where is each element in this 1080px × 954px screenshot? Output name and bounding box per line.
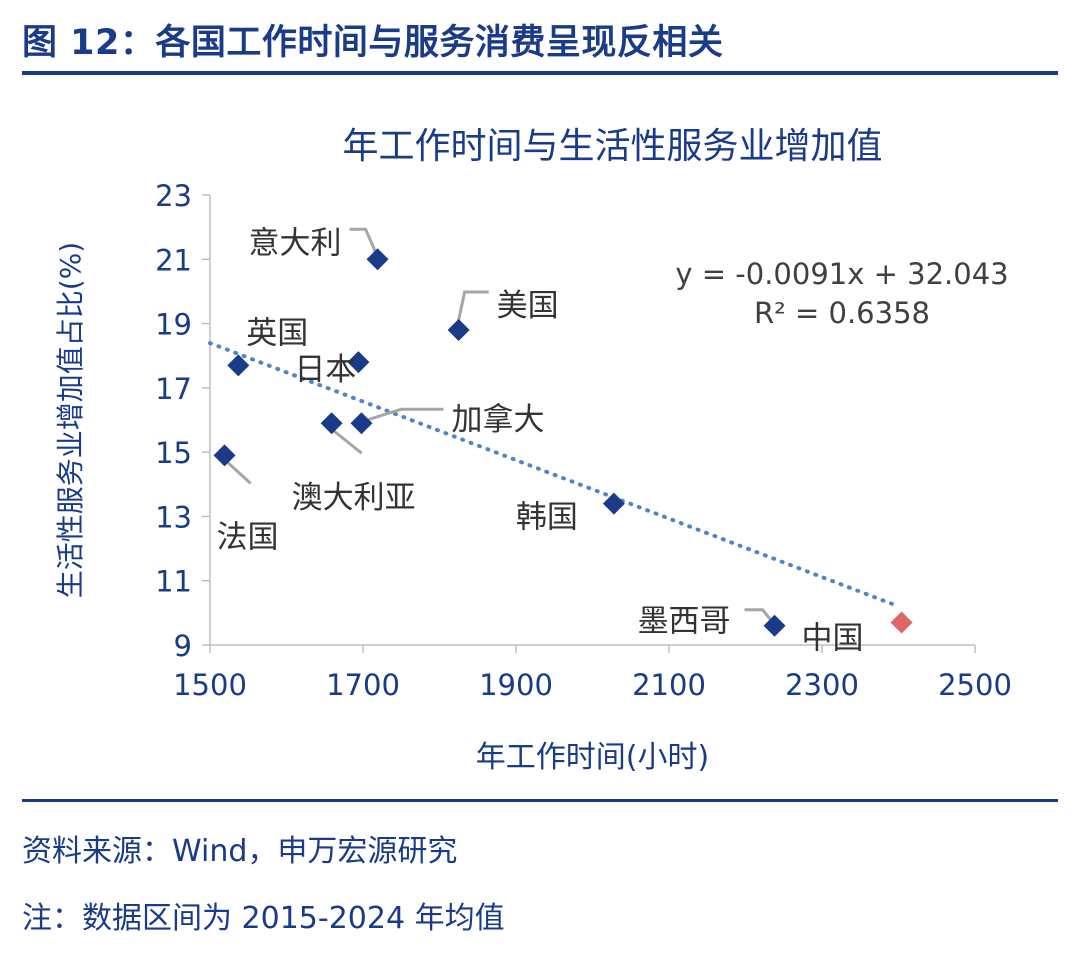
data-point — [447, 319, 470, 341]
trendline-equation: y = -0.0091x + 32.043 — [675, 257, 1008, 291]
y-tick-label: 11 — [155, 565, 192, 599]
y-tick-label: 13 — [155, 500, 192, 534]
point-label: 中国 — [802, 621, 864, 657]
data-point — [213, 444, 236, 467]
x-tick-label: 2300 — [785, 668, 859, 702]
data-point — [347, 351, 370, 374]
y-axis-label: 生活性服务业增加值占比(%) — [54, 242, 87, 598]
point-label: 澳大利亚 — [292, 480, 416, 516]
plot-area: 年工作时间与生活性服务业增加值 9 11 13 15 17 19 21 23 1500 1700 19… — [54, 126, 1012, 775]
x-tick-label: 2100 — [632, 668, 706, 702]
source-note: 资料来源：Wind，申万宏源研究 — [22, 834, 458, 869]
point-label: 法国 — [217, 519, 279, 555]
data-point — [227, 354, 250, 377]
y-tick-label: 19 — [155, 308, 192, 342]
data-point — [602, 492, 625, 515]
y-tick-label: 23 — [155, 179, 192, 213]
trendline — [208, 341, 901, 609]
point-label: 意大利 — [249, 225, 342, 261]
point-label: 英国 — [246, 315, 308, 351]
data-point — [320, 412, 343, 435]
y-tick-label: 17 — [155, 372, 192, 406]
point-label: 美国 — [497, 288, 559, 324]
title-rule — [22, 71, 1058, 75]
scatter-chart: 年工作时间与生活性服务业增加值 9 11 13 15 17 19 21 23 1500 1700 19… — [54, 126, 1012, 775]
data-range-note: 注：数据区间为 2015-2024 年均值 — [22, 901, 505, 936]
x-tick-label: 2500 — [938, 668, 1012, 702]
point-label: 墨西哥 — [638, 604, 731, 640]
point-label: 韩国 — [516, 500, 578, 536]
x-tick-label: 1900 — [479, 668, 553, 702]
trendline-r-squared: R² = 0.6358 — [754, 296, 930, 330]
data-point — [890, 611, 913, 634]
x-axis-label: 年工作时间(小时) — [476, 740, 709, 775]
footer-rule — [22, 799, 1058, 802]
figure-title: 图 12：各国工作时间与服务消费呈现反相关 — [22, 23, 724, 63]
x-tick-label: 1700 — [326, 668, 400, 702]
point-label: 日本 — [294, 352, 356, 388]
y-tick-label: 9 — [174, 629, 192, 663]
y-tick-label: 21 — [155, 243, 192, 277]
data-point — [366, 248, 389, 271]
data-point — [763, 614, 786, 637]
x-tick-label: 1500 — [173, 668, 247, 702]
chart-title: 年工作时间与生活性服务业增加值 — [342, 126, 882, 167]
data-point — [350, 412, 373, 435]
point-label: 加拿大 — [451, 402, 544, 438]
y-tick-label: 15 — [155, 436, 192, 470]
